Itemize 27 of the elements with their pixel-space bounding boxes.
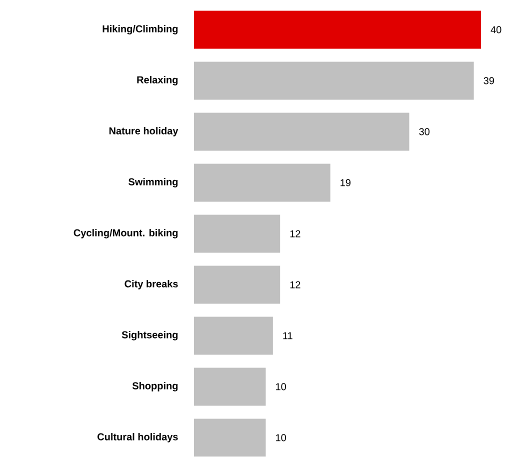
y-tick-label: Nature holiday <box>109 127 178 137</box>
data-label: 10 <box>276 434 286 442</box>
y-tick-label: Swimming <box>128 178 178 188</box>
data-label: 11 <box>283 332 292 340</box>
bar <box>194 10 481 49</box>
y-tick-label: Shopping <box>132 382 178 392</box>
data-label: 19 <box>340 179 350 186</box>
y-tick-label: Cycling/Mount. biking <box>74 229 178 239</box>
data-label: 30 <box>419 128 430 136</box>
bar <box>194 214 280 253</box>
bar <box>194 316 273 355</box>
y-tick-label: Cultural holidays <box>98 433 178 443</box>
y-tick-label: Sightseeing <box>122 331 178 341</box>
bar <box>194 418 266 457</box>
y-tick-label: Relaxing <box>137 76 178 86</box>
bar <box>194 62 474 100</box>
data-label: 10 <box>276 383 286 390</box>
bar <box>194 266 280 304</box>
data-label: 39 <box>484 77 494 84</box>
y-tick-label: Hiking/Climbing <box>102 25 178 35</box>
bar <box>194 368 266 406</box>
bar <box>194 164 330 202</box>
data-label: 12 <box>290 281 300 288</box>
y-tick-label: City breaks <box>124 280 178 290</box>
data-label: 12 <box>290 230 300 238</box>
bar <box>194 112 410 151</box>
data-label: 40 <box>490 26 502 34</box>
